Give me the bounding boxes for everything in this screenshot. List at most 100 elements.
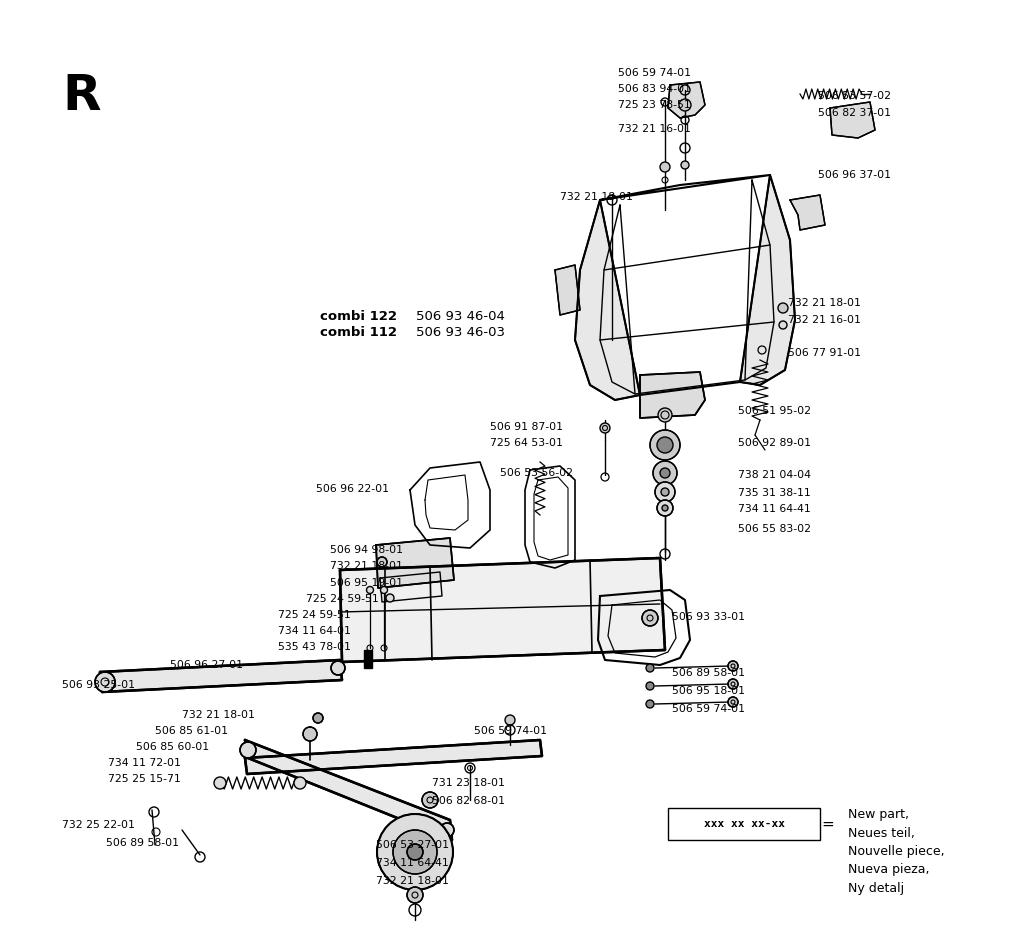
- Circle shape: [650, 430, 680, 460]
- Text: 506 96 37-01: 506 96 37-01: [818, 170, 891, 180]
- Polygon shape: [376, 538, 454, 588]
- Text: 506 77 91-01: 506 77 91-01: [788, 348, 861, 358]
- Circle shape: [681, 161, 689, 169]
- Text: 506 89 58-01: 506 89 58-01: [106, 838, 179, 848]
- Text: 506 59 74-01: 506 59 74-01: [474, 726, 547, 736]
- Text: 732 21 18-01: 732 21 18-01: [376, 876, 449, 886]
- Text: 506 85 60-01: 506 85 60-01: [136, 742, 209, 752]
- Text: 732 21 18-01: 732 21 18-01: [788, 298, 861, 308]
- Circle shape: [660, 468, 670, 478]
- Polygon shape: [790, 195, 825, 230]
- Text: 506 53 56-02: 506 53 56-02: [500, 468, 573, 478]
- Text: 506 82 37-01: 506 82 37-01: [818, 108, 891, 118]
- Polygon shape: [100, 660, 342, 692]
- Polygon shape: [555, 265, 580, 315]
- Text: 731 23 18-01: 731 23 18-01: [432, 778, 505, 788]
- Circle shape: [377, 557, 387, 567]
- Text: R: R: [62, 72, 100, 120]
- Text: 506 93 46-04: 506 93 46-04: [416, 310, 505, 323]
- Circle shape: [657, 437, 673, 453]
- Polygon shape: [668, 82, 705, 118]
- Circle shape: [381, 587, 387, 593]
- Circle shape: [642, 610, 658, 626]
- Text: 506 89 58-01: 506 89 58-01: [672, 668, 745, 678]
- Text: 506 91 87-01: 506 91 87-01: [490, 422, 563, 432]
- Text: 506 53 57-02: 506 53 57-02: [818, 91, 891, 101]
- Text: 506 96 22-01: 506 96 22-01: [316, 484, 389, 494]
- Text: =: =: [821, 816, 835, 831]
- Polygon shape: [740, 175, 795, 385]
- Text: 506 53 27-01: 506 53 27-01: [376, 840, 449, 850]
- Circle shape: [728, 661, 738, 671]
- Circle shape: [505, 715, 515, 725]
- Circle shape: [728, 697, 738, 707]
- Bar: [364, 650, 372, 668]
- Text: 506 95 18-01: 506 95 18-01: [672, 686, 745, 696]
- Text: 506 93 33-01: 506 93 33-01: [672, 612, 745, 622]
- Circle shape: [660, 162, 670, 172]
- Circle shape: [313, 713, 323, 723]
- Text: 506 92 89-01: 506 92 89-01: [738, 438, 811, 448]
- Text: 738 21 04-04: 738 21 04-04: [738, 470, 811, 480]
- Text: 506 82 68-01: 506 82 68-01: [432, 796, 505, 806]
- Circle shape: [728, 679, 738, 689]
- Text: xxx xx xx-xx: xxx xx xx-xx: [703, 819, 784, 829]
- Text: 506 93 25-01: 506 93 25-01: [62, 680, 135, 690]
- Polygon shape: [245, 740, 542, 774]
- Text: 506 94 98-01: 506 94 98-01: [330, 545, 403, 555]
- Text: 732 21 16-01: 732 21 16-01: [788, 315, 861, 325]
- Circle shape: [422, 792, 438, 808]
- Polygon shape: [640, 372, 705, 418]
- Circle shape: [377, 814, 453, 890]
- Circle shape: [658, 408, 672, 422]
- Circle shape: [294, 777, 306, 789]
- Text: 725 24 59-51: 725 24 59-51: [278, 610, 351, 620]
- Circle shape: [778, 303, 788, 313]
- Text: 506 93 46-03: 506 93 46-03: [416, 326, 505, 339]
- Text: 732 21 18-01: 732 21 18-01: [182, 710, 255, 720]
- Text: 506 55 83-02: 506 55 83-02: [738, 524, 811, 534]
- Circle shape: [367, 587, 374, 593]
- Text: 506 96 27-01: 506 96 27-01: [170, 660, 243, 670]
- Text: 734 11 64-41: 734 11 64-41: [738, 504, 811, 514]
- Circle shape: [662, 505, 668, 511]
- Text: 506 95 19-01: 506 95 19-01: [330, 578, 403, 588]
- Text: 535 43 78-01: 535 43 78-01: [278, 642, 351, 652]
- Circle shape: [600, 423, 610, 433]
- Text: 506 85 61-01: 506 85 61-01: [155, 726, 228, 736]
- Circle shape: [679, 99, 691, 111]
- Circle shape: [646, 664, 654, 672]
- Text: New part,
Neues teil,
Nouvelle piece,
Nueva pieza,
Ny detalj: New part, Neues teil, Nouvelle piece, Nu…: [848, 808, 944, 895]
- Polygon shape: [245, 740, 452, 840]
- Text: 506 59 74-01: 506 59 74-01: [672, 704, 745, 714]
- Text: 725 23 78-51: 725 23 78-51: [618, 100, 691, 110]
- Circle shape: [779, 321, 787, 329]
- Text: 734 11 72-01: 734 11 72-01: [108, 758, 181, 768]
- Circle shape: [646, 682, 654, 690]
- Text: 732 21 18-01: 732 21 18-01: [560, 192, 633, 202]
- Circle shape: [393, 830, 437, 874]
- Text: combi 112: combi 112: [319, 326, 397, 339]
- Circle shape: [303, 727, 317, 741]
- Circle shape: [657, 500, 673, 516]
- Text: 732 25 22-01: 732 25 22-01: [62, 820, 135, 830]
- Circle shape: [407, 887, 423, 903]
- Circle shape: [407, 844, 423, 860]
- Text: 725 24 59-51: 725 24 59-51: [306, 594, 379, 604]
- Circle shape: [95, 672, 115, 692]
- Circle shape: [653, 461, 677, 485]
- Circle shape: [386, 594, 394, 602]
- Text: combi 122: combi 122: [319, 310, 397, 323]
- Bar: [668, 808, 820, 840]
- Circle shape: [240, 742, 256, 758]
- Polygon shape: [340, 558, 665, 662]
- Text: 725 64 53-01: 725 64 53-01: [490, 438, 563, 448]
- Text: 506 59 74-01: 506 59 74-01: [618, 68, 691, 78]
- Circle shape: [646, 700, 654, 708]
- Circle shape: [655, 482, 675, 502]
- Polygon shape: [830, 102, 874, 138]
- Polygon shape: [575, 200, 640, 400]
- Text: 734 11 64-01: 734 11 64-01: [278, 626, 351, 636]
- Text: 506 51 95-02: 506 51 95-02: [738, 406, 811, 416]
- Text: 732 21 18-01: 732 21 18-01: [330, 561, 402, 571]
